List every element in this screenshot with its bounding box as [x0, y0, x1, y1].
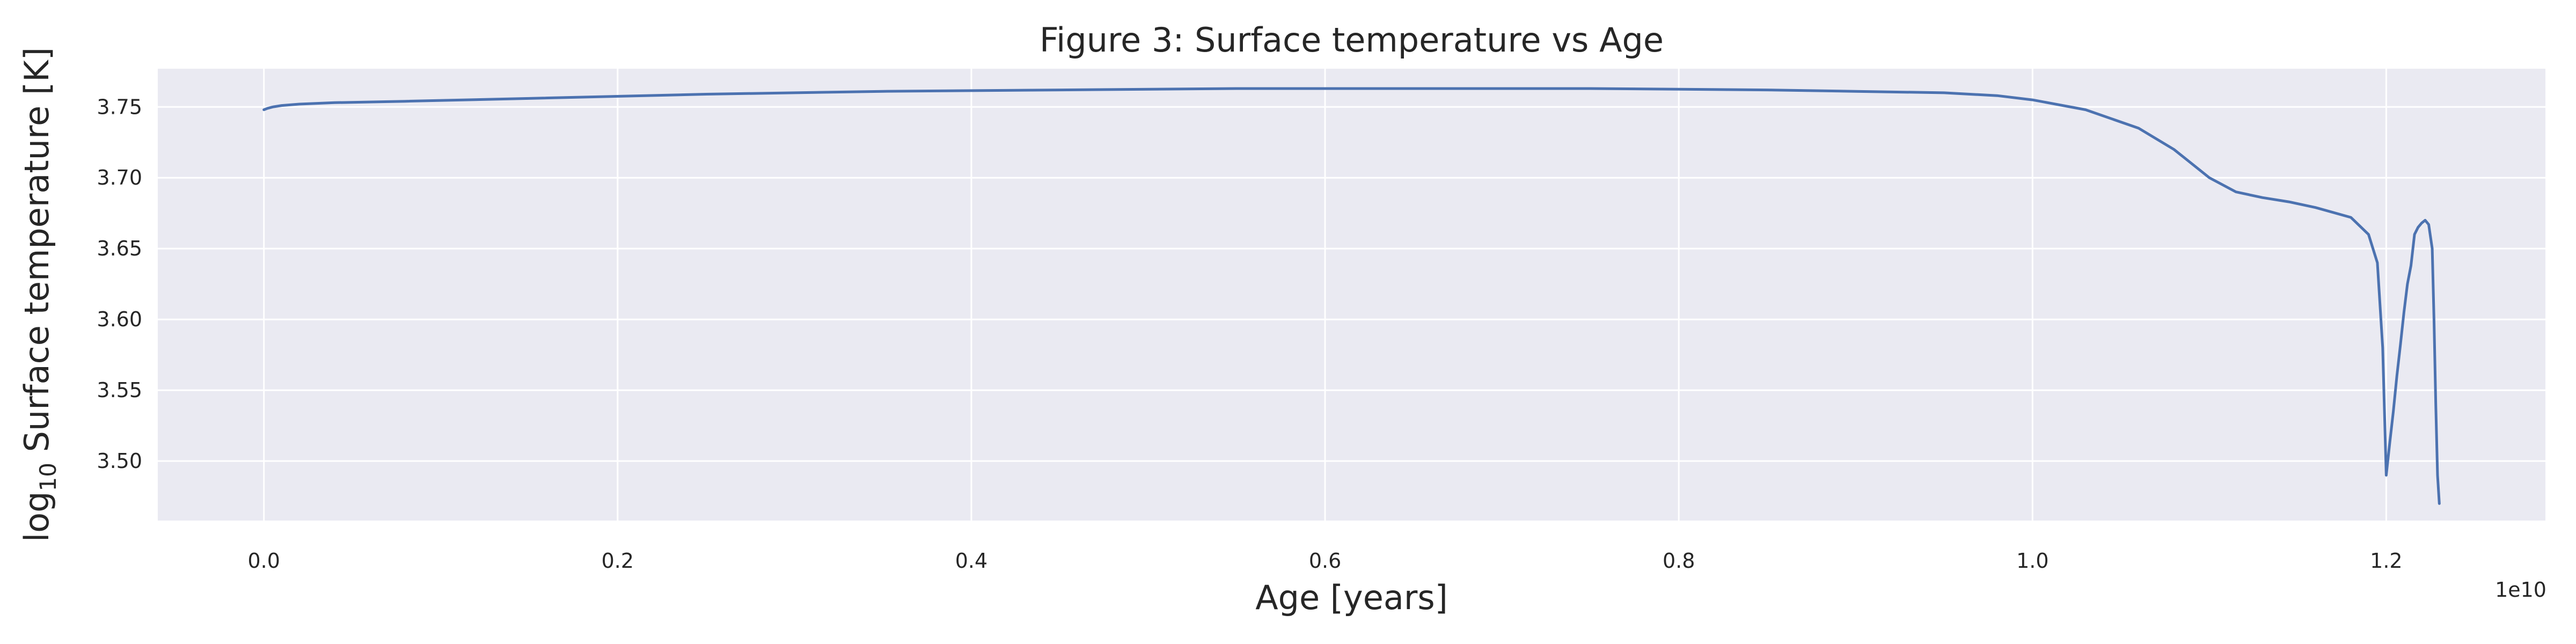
y-tick-labels: 3.50 3.55 3.60 3.65 3.70 3.75 [97, 95, 142, 473]
y-tick-label: 3.50 [97, 449, 142, 473]
x-tick-label: 0.2 [602, 549, 634, 573]
y-tick-label: 3.55 [97, 378, 142, 402]
x-tick-label: 0.0 [248, 549, 280, 573]
x-axis-label: Age [years] [1255, 578, 1448, 617]
x-tick-label: 1.0 [2016, 549, 2048, 573]
plot-background [158, 69, 2545, 521]
y-axis-label-log: log [17, 492, 56, 543]
x-axis-offset-label: 1e10 [2495, 578, 2546, 602]
y-tick-label: 3.75 [97, 95, 142, 119]
y-axis-label-subscript: 10 [35, 463, 61, 491]
x-tick-label: 0.6 [1309, 549, 1341, 573]
grid-lines [158, 69, 2545, 521]
chart-title: Figure 3: Surface temperature vs Age [1040, 20, 1664, 60]
x-tick-label: 1.2 [2370, 549, 2402, 573]
y-tick-label: 3.70 [97, 166, 142, 189]
y-axis-label: log10 Surface temperature [K] [17, 47, 61, 542]
y-tick-label: 3.65 [97, 237, 142, 260]
temperature-line [262, 87, 2441, 505]
y-axis-label-text: Surface temperature [K] [17, 47, 56, 463]
x-tick-label: 0.4 [955, 549, 987, 573]
x-tick-labels: 0.0 0.2 0.4 0.6 0.8 1.0 1.2 [248, 549, 2403, 573]
x-tick-label: 0.8 [1663, 549, 1695, 573]
y-tick-label: 3.60 [97, 308, 142, 331]
